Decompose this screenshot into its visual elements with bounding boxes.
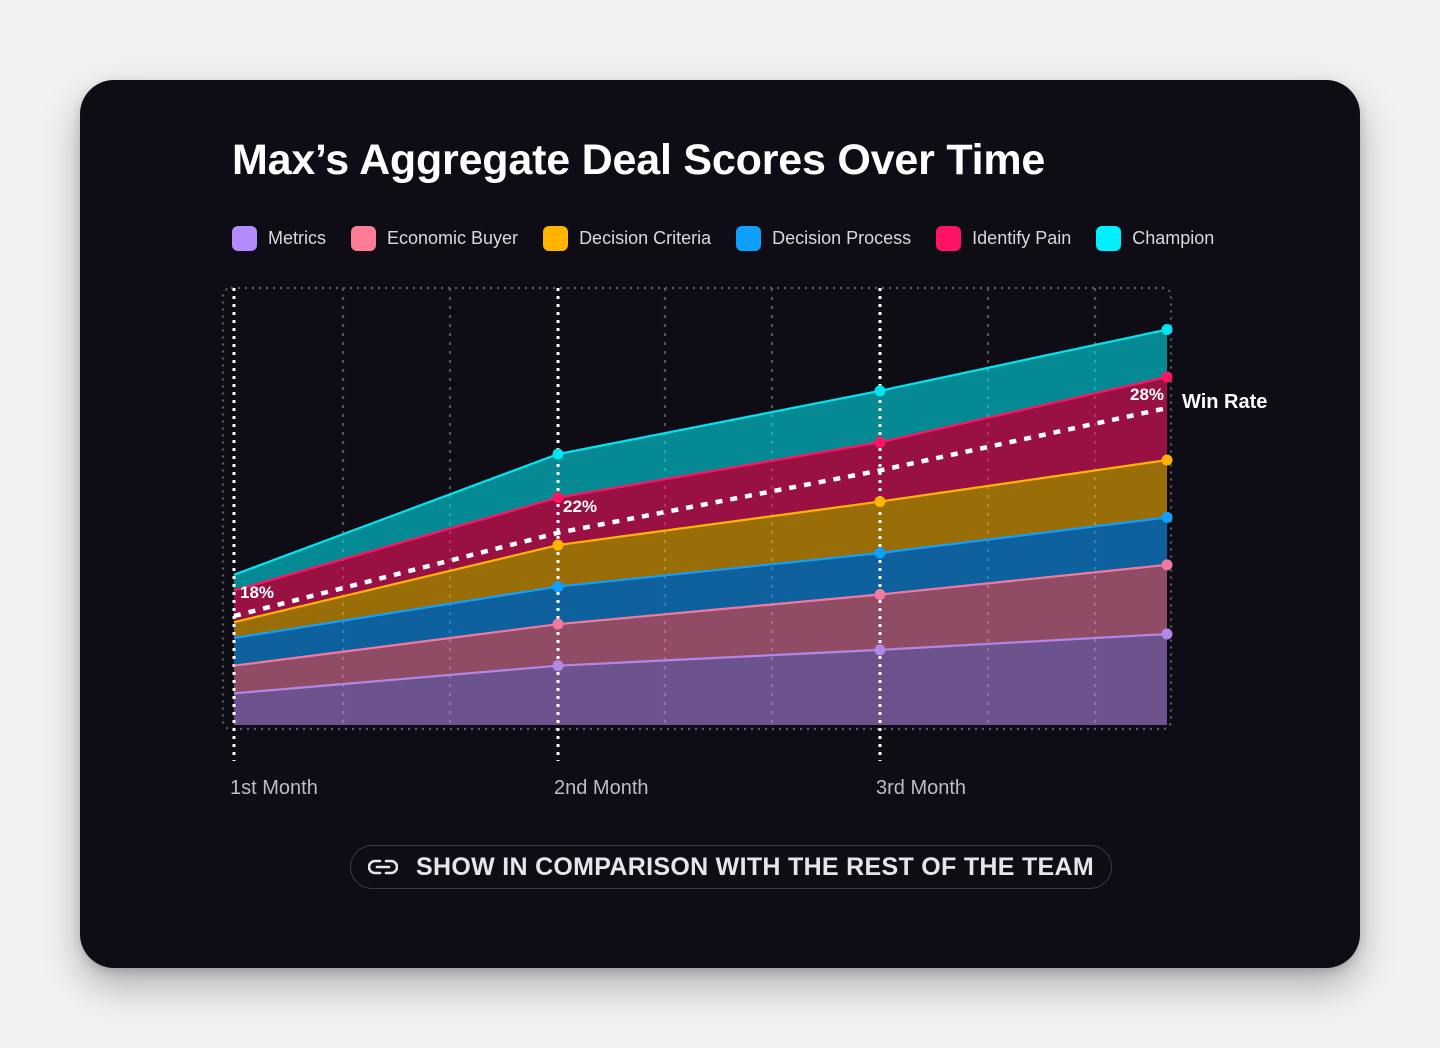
legend-item-economic-buyer[interactable]: Economic Buyer (351, 225, 519, 251)
legend-swatch (232, 225, 257, 251)
area-identify-pain (234, 377, 1167, 623)
point-decision-criteria (552, 539, 564, 551)
line-decision-process (233, 516, 1168, 640)
legend-label: Economic Buyer (387, 227, 519, 248)
legend-item-decision-process[interactable]: Decision Process (736, 225, 912, 251)
legend-label: Champion (1132, 227, 1215, 248)
win-rate-label: Win Rate (1182, 391, 1267, 413)
point-identify-pain (874, 436, 886, 448)
point-champion (874, 385, 886, 397)
area-economic-buyer (234, 564, 1167, 694)
win-rate-value-label: 18% (240, 583, 274, 602)
legend-swatch (351, 225, 376, 251)
point-decision-process (1161, 511, 1173, 523)
chart-card: Max’s Aggregate Deal Scores Over Time Me… (80, 80, 1360, 968)
line-identify-pain (233, 375, 1168, 592)
point-economic-buyer (874, 589, 886, 600)
x-tick-label: 3rd Month (876, 777, 966, 799)
point-economic-buyer (1161, 559, 1173, 571)
x-tick-label: 2nd Month (554, 777, 649, 799)
legend-label: Decision Criteria (579, 227, 712, 248)
compare-button-label: SHOW IN COMPARISON WITH THE REST OF THE … (416, 852, 1094, 881)
point-champion (552, 448, 564, 460)
win-rate-value-label: 28% (1130, 385, 1164, 404)
point-decision-criteria (1161, 454, 1173, 466)
legend-label: Identify Pain (972, 227, 1072, 248)
legend-item-decision-criteria[interactable]: Decision Criteria (543, 225, 712, 251)
legend-item-metrics[interactable]: Metrics (232, 225, 326, 251)
area-decision-criteria (234, 460, 1167, 638)
point-identify-pain (1161, 371, 1173, 383)
plot-frame (221, 286, 1173, 731)
area-decision-process (234, 517, 1167, 666)
point-decision-process (552, 581, 564, 593)
point-champion (1161, 324, 1173, 336)
area-champion (234, 329, 1167, 591)
win-rate-value-label: 22% (563, 497, 597, 516)
line-champion (233, 328, 1168, 576)
legend-swatch (736, 225, 762, 251)
legend-label: Decision Process (772, 227, 912, 248)
compare-with-team-button[interactable]: SHOW IN COMPARISON WITH THE REST OF THE … (350, 845, 1112, 889)
chart-title: Max’s Aggregate Deal Scores Over Time (232, 136, 1046, 184)
point-metrics (1161, 628, 1173, 640)
link-icon (368, 859, 398, 875)
area-metrics (234, 634, 1167, 725)
point-economic-buyer (552, 618, 564, 630)
legend-swatch (936, 225, 962, 251)
point-identify-pain (552, 492, 564, 504)
point-metrics (552, 660, 564, 672)
stacked-area-chart: 18% 22% 28% Win Rate 1st Month 2nd Month 3rd M… (221, 286, 1267, 799)
legend-swatch (543, 225, 569, 251)
point-metrics (874, 644, 886, 656)
line-metrics (233, 632, 1168, 695)
legend-item-identify-pain[interactable]: Identify Pain (936, 225, 1072, 251)
line-economic-buyer (233, 563, 1168, 667)
point-decision-criteria (874, 496, 886, 508)
legend-item-champion[interactable]: Champion (1096, 225, 1215, 251)
line-decision-criteria (233, 458, 1168, 624)
x-tick-label: 1st Month (230, 777, 318, 799)
legend-label: Metrics (268, 227, 326, 248)
chart-legend: Metrics Economic Buyer Decision Criteria… (232, 225, 1239, 251)
point-decision-process (874, 547, 886, 559)
win-rate-line (233, 405, 1168, 619)
legend-swatch (1096, 225, 1122, 251)
